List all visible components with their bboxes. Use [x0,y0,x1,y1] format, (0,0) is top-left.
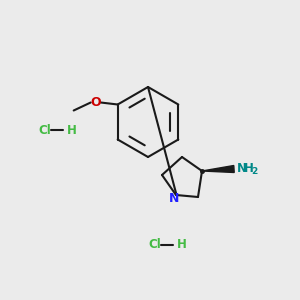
Text: N: N [169,193,179,206]
Text: Cl: Cl [38,124,51,136]
Text: H: H [177,238,187,251]
Text: Cl: Cl [148,238,161,251]
Text: N: N [237,161,247,175]
Polygon shape [202,166,234,172]
Text: 2: 2 [251,167,257,176]
Text: H: H [67,124,77,136]
Text: O: O [90,96,101,109]
Text: H: H [244,161,254,175]
